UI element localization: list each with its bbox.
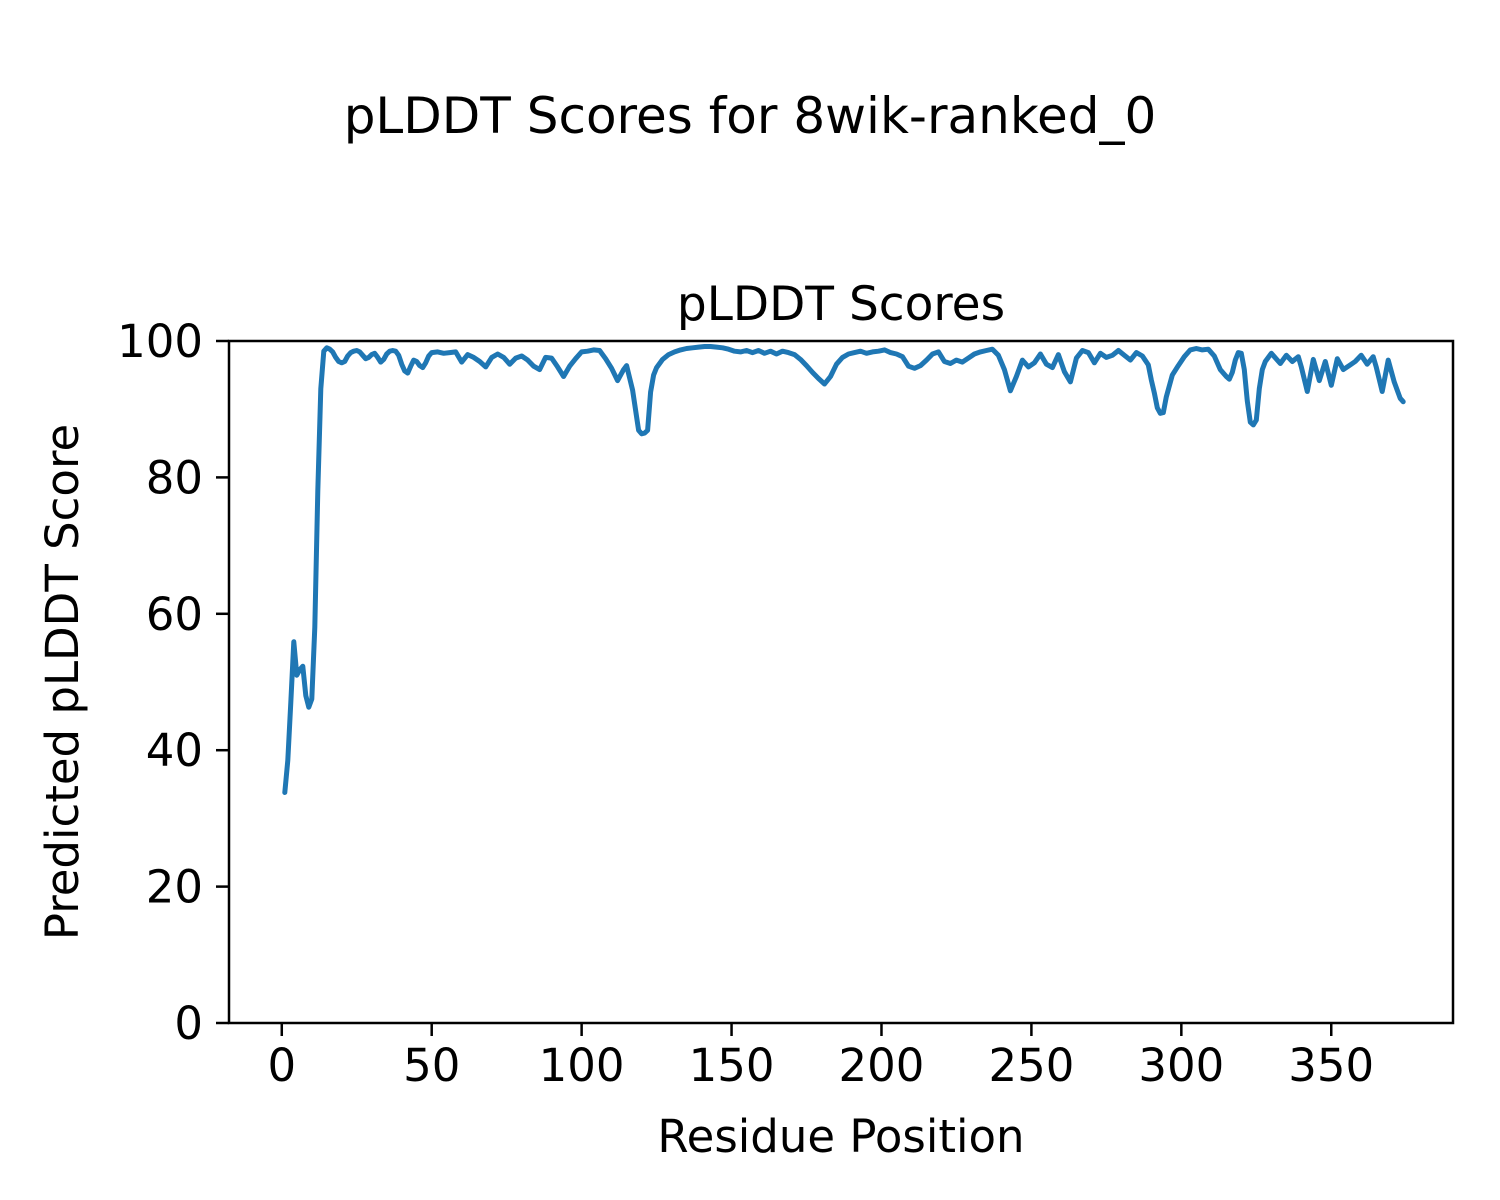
axis-ticks: 0 50 100 150 200 250 300 350 0 20 40 60 80 100	[117, 315, 1374, 1092]
x-tick-label: 100	[539, 1039, 625, 1092]
y-tick-label: 80	[146, 451, 203, 504]
y-tick-label: 60	[146, 588, 203, 641]
plddt-line-series	[282, 344, 1406, 795]
x-tick-label: 50	[403, 1039, 460, 1092]
x-axis-label: Residue Position	[657, 1110, 1024, 1163]
x-tick-label: 350	[1288, 1039, 1374, 1092]
x-tick-label: 250	[988, 1039, 1074, 1092]
x-tick-label: 150	[689, 1039, 775, 1092]
y-axis-label: Predicted pLDDT Score	[36, 424, 89, 940]
y-tick-label: 40	[146, 724, 203, 777]
y-tick-label: 0	[174, 997, 203, 1050]
x-tick-label: 200	[839, 1039, 925, 1092]
y-tick-label: 20	[146, 861, 203, 914]
axes-title: pLDDT Scores	[677, 277, 1005, 332]
y-tick-label: 100	[117, 315, 203, 368]
x-tick-label: 300	[1138, 1039, 1224, 1092]
plot-border	[227, 339, 1455, 1025]
figure-title: pLDDT Scores for 8wik-ranked_0	[344, 87, 1157, 145]
x-tick-label: 0	[267, 1039, 296, 1092]
